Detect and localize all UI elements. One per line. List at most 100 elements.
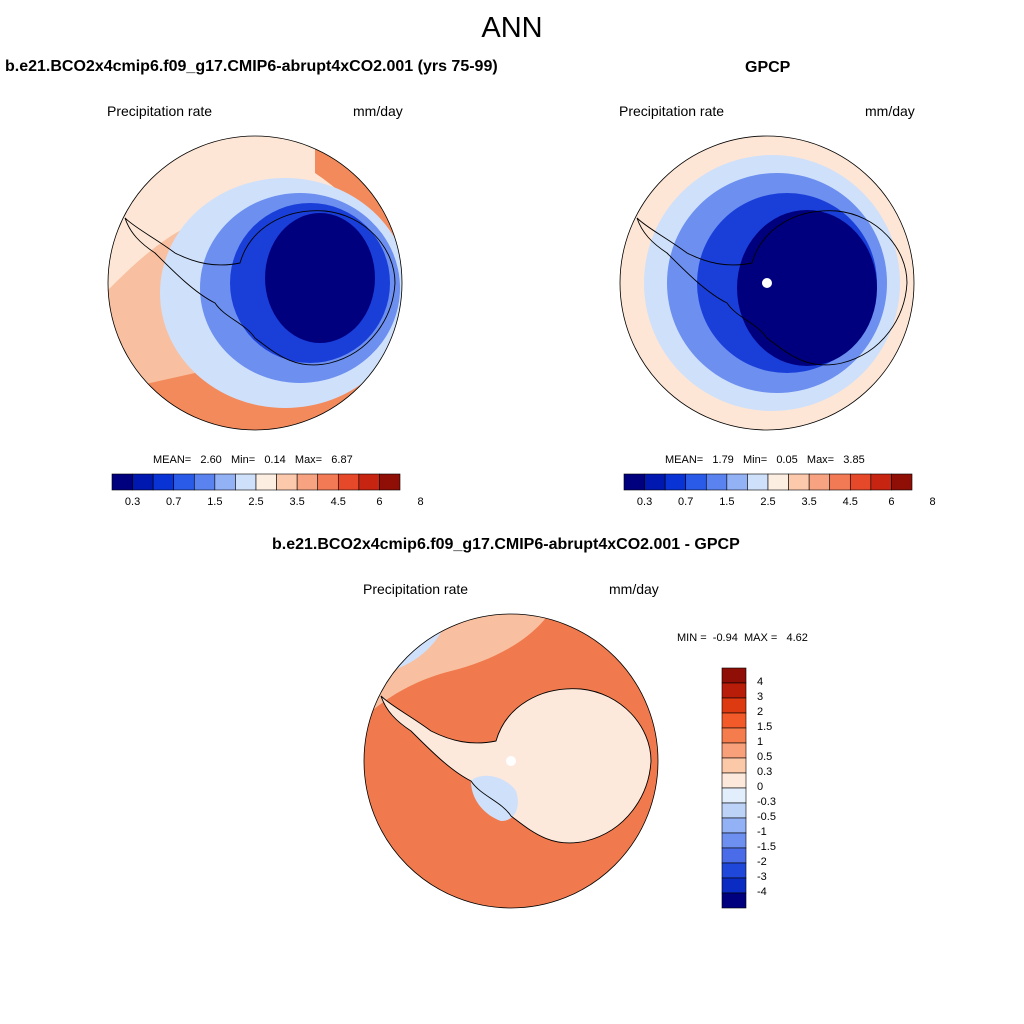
panel-3-min-value: -0.94: [712, 632, 738, 644]
panel-3-colorbar-box: [721, 757, 747, 774]
panel-2-polar-map: [619, 135, 915, 431]
panel-2-colorbar-box: [891, 473, 913, 491]
panel-3-colorbar-tick-label: 0.3: [757, 766, 773, 778]
panel-3-colorbar-box: [721, 892, 747, 909]
panel-2-map-border: [619, 135, 915, 431]
panel-1-min-label: Min=: [230, 454, 256, 466]
panel-3-colorbar-box: [721, 787, 747, 804]
panel-1-colorbar-box: [276, 473, 298, 491]
panel-1-max-value: 6.87: [331, 454, 353, 466]
figure-title: ANN: [481, 12, 543, 44]
panel-1-colorbar-box: [317, 473, 339, 491]
panel-2-mean-label: MEAN=: [665, 454, 704, 466]
panel-3-colorbar-tick-label: 4: [757, 676, 764, 688]
panel-3-colorbar-box: [721, 667, 747, 684]
panel-3-variable-label: Precipitation rate: [363, 581, 469, 597]
panel-3-colorbar-tick-label: 1.5: [757, 721, 773, 733]
panel-2-colorbar-box: [808, 473, 831, 491]
panel-3-colorbar-tick-label: -3: [757, 871, 767, 883]
panel-2-units-label: mm/day: [865, 103, 915, 119]
panel-1-colorbar-box: [193, 473, 216, 491]
panel-2-colorbar-box: [829, 473, 851, 491]
panel-2-colorbar-tick-label: 0.3: [636, 496, 653, 508]
panel-2-max-value: 3.85: [843, 454, 865, 466]
panel-1-colorbar-tick-label: 6: [376, 496, 383, 508]
panel-2-colorbar-box: [623, 473, 645, 491]
panel-2-colorbar-box: [664, 473, 687, 491]
panel-3-colorbar-box: [721, 877, 747, 894]
panel-2-colorbar-box: [849, 473, 872, 491]
panel-3-map-border: [363, 613, 659, 909]
panel-1-max-label: Max=: [294, 454, 323, 466]
panel-2-min-value: 0.05: [776, 454, 798, 466]
panel-1-map-border: [107, 135, 403, 431]
panel-2-pole-hole: [762, 278, 772, 288]
panel-1-colorbar-box: [111, 473, 133, 491]
panel-1-colorbar-tick-label: 1.5: [207, 496, 223, 508]
panel-1-title: b.e21.BCO2x4cmip6.f09_g17.CMIP6-abrupt4x…: [5, 58, 498, 75]
panel-2-colorbar-box: [747, 473, 769, 491]
panel-1-colorbar-box: [152, 473, 175, 491]
panel-1-polar-map: [107, 135, 403, 431]
panel-3-stats: MIN = -0.94 MAX = 4.62: [677, 632, 808, 644]
panel-3-max-value: 4.62: [786, 632, 808, 644]
panel-1-mean-value: 2.60: [200, 454, 222, 466]
panel-3-colorbar-tick-label: 2: [757, 706, 764, 718]
panel-3-colorbar-tick-label: -1: [757, 826, 767, 838]
panel-3-colorbar-tick-label: 1: [757, 736, 764, 748]
panel-3-colorbar-tick-label: -2: [757, 856, 767, 868]
panel-2-mean-value: 1.79: [712, 454, 734, 466]
panel-2-colorbar-tick-label: 4.5: [842, 496, 858, 508]
panel-3-land-tint: [381, 688, 651, 843]
panel-3-coastline: [380, 688, 652, 844]
panel-2-colorbar-tick-label: 3.5: [801, 496, 817, 508]
panel-2-colorbar-tick-label: 1.5: [719, 496, 735, 508]
panel-2-stats: MEAN= 1.79 Min= 0.05 Max= 3.85: [665, 454, 865, 466]
panel-3-colorbar-box: [721, 682, 747, 699]
panel-3-pole-hole: [506, 756, 516, 766]
panel-1-colorbar-box: [214, 473, 236, 491]
panel-3-ross-blue: [471, 775, 518, 821]
panel-3-colorbar-box: [721, 742, 747, 759]
panel-2-colorbar-tick-label: 8: [929, 496, 936, 508]
panel-3-colorbar-tick-label: -1.5: [757, 841, 776, 853]
panel-2-colorbar-box: [644, 473, 666, 491]
panel-3-title: b.e21.BCO2x4cmip6.f09_g17.CMIP6-abrupt4x…: [272, 536, 740, 553]
panel-2-colorbar-tick-label: 6: [888, 496, 895, 508]
panel-2-coastline: [636, 210, 908, 366]
panel-3-colorbar-box: [721, 697, 747, 714]
panel-3-colorbar-tick-label: -0.3: [757, 796, 776, 808]
panel-3-colorbar: [721, 667, 747, 909]
panel-2-colorbar-box: [685, 473, 707, 491]
panel-1-colorbar-tick-label: 0.3: [124, 496, 141, 508]
panel-3-colorbar-tick-label: 0: [757, 781, 764, 793]
panel-3-colorbar-tick-label: 0.5: [757, 751, 773, 763]
panel-3-min-label: MIN =: [677, 632, 707, 644]
panel-1-colorbar-tick-label: 8: [417, 496, 424, 508]
panel-1-coastline: [124, 210, 396, 366]
panel-1-stats: MEAN= 2.60 Min= 0.14 Max= 6.87: [153, 454, 353, 466]
panel-1-colorbar-box: [358, 473, 380, 491]
panel-1-mean-label: MEAN=: [153, 454, 192, 466]
panel-3-colorbar-tick-label: -4: [757, 886, 767, 898]
panel-1-colorbar-box: [173, 473, 195, 491]
panel-2-ice-navy: [737, 210, 877, 366]
panel-2-max-label: Max=: [806, 454, 835, 466]
panel-3-colorbar-box: [721, 727, 747, 744]
panel-2-colorbar-tick-label: 2.5: [760, 496, 776, 508]
panel-1-colorbar-box: [235, 473, 257, 491]
panel-3-max-label: MAX =: [743, 632, 778, 644]
panel-3-polar-map: [363, 613, 659, 909]
panel-1-min-value: 0.14: [264, 454, 286, 466]
panel-3-colorbar-tick-label: 3: [757, 691, 764, 703]
panel-1-ice-navy: [265, 213, 375, 343]
panel-1-colorbar-box: [296, 473, 319, 491]
panel-1-colorbar-tick-label: 2.5: [248, 496, 264, 508]
panel-3-colorbar-box: [721, 862, 747, 879]
panel-1-colorbar-tick-label: 4.5: [330, 496, 346, 508]
panel-2-colorbar-box: [788, 473, 810, 491]
panel-1-colorbar-box: [132, 473, 154, 491]
panel-3-colorbar-box: [721, 817, 747, 834]
panel-3-units-label: mm/day: [609, 581, 659, 597]
panel-3-colorbar-tick-label: -0.5: [757, 811, 776, 823]
